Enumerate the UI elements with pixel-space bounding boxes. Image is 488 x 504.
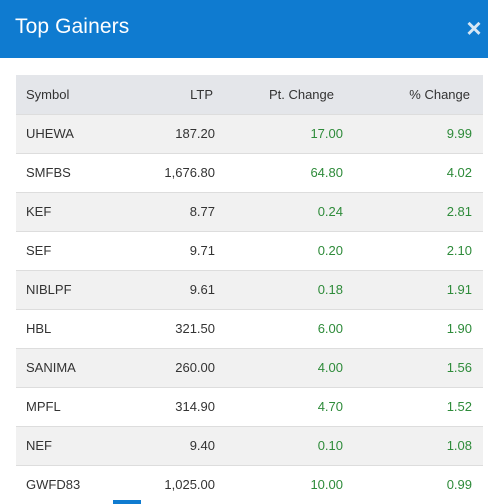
- table-row[interactable]: NIBLPF 9.61 0.18 1.91: [16, 270, 483, 309]
- column-header-pct-change[interactable]: % Change: [409, 86, 470, 102]
- cell-symbol[interactable]: NEF: [26, 438, 52, 453]
- table-row[interactable]: NEF 9.40 0.10 1.08: [16, 426, 483, 465]
- table-row[interactable]: SEF 9.71 0.20 2.10: [16, 231, 483, 270]
- cell-pct-change: 9.99: [446, 126, 472, 141]
- cell-pt-change: 4.70: [317, 399, 343, 414]
- cell-symbol[interactable]: UHEWA: [26, 126, 74, 141]
- table-row[interactable]: HBL 321.50 6.00 1.90: [16, 309, 483, 348]
- cell-pct-change: 1.08: [446, 438, 472, 453]
- cell-pt-change: 17.00: [310, 126, 343, 141]
- cell-pt-change: 0.20: [317, 243, 343, 258]
- cell-pt-change: 0.24: [317, 204, 343, 219]
- cell-symbol[interactable]: HBL: [26, 321, 52, 336]
- cell-pct-change: 2.81: [446, 204, 472, 219]
- cell-ltp: 260.00: [175, 360, 215, 375]
- column-header-ltp[interactable]: LTP: [190, 86, 213, 102]
- modal-title: Top Gainers: [15, 15, 130, 38]
- table-row[interactable]: KEF 8.77 0.24 2.81: [16, 192, 483, 231]
- table-row[interactable]: UHEWA 187.20 17.00 9.99: [16, 114, 483, 153]
- cell-pct-change: 2.10: [446, 243, 472, 258]
- scroll-indicator: [113, 500, 141, 504]
- cell-pct-change: 1.52: [446, 399, 472, 414]
- table-header-row: Symbol LTP Pt. Change % Change: [16, 75, 483, 114]
- cell-symbol[interactable]: SMFBS: [26, 165, 71, 180]
- cell-symbol[interactable]: KEF: [26, 204, 52, 219]
- cell-pct-change: 1.56: [446, 360, 472, 375]
- table-row[interactable]: MPFL 314.90 4.70 1.52: [16, 387, 483, 426]
- cell-pt-change: 0.18: [317, 282, 343, 297]
- table-row[interactable]: SMFBS 1,676.80 64.80 4.02: [16, 153, 483, 192]
- cell-symbol[interactable]: SANIMA: [26, 360, 76, 375]
- cell-pt-change: 0.10: [317, 438, 343, 453]
- cell-symbol[interactable]: GWFD83: [26, 477, 81, 493]
- modal-header: Top Gainers ×: [0, 0, 488, 58]
- cell-ltp: 8.77: [189, 204, 215, 219]
- cell-ltp: 1,676.80: [164, 165, 215, 180]
- table-row[interactable]: SANIMA 260.00 4.00 1.56: [16, 348, 483, 387]
- cell-ltp: 9.61: [189, 282, 215, 297]
- cell-pct-change: 0.99: [446, 477, 472, 493]
- column-header-pt-change[interactable]: Pt. Change: [268, 86, 334, 102]
- cell-ltp: 9.71: [189, 243, 215, 258]
- cell-pt-change: 4.00: [317, 360, 343, 375]
- cell-pt-change: 10.00: [310, 477, 343, 493]
- top-gainers-table-container: Symbol LTP Pt. Change % Change UHEWA 187.…: [16, 75, 483, 504]
- cell-pct-change: 4.02: [446, 165, 472, 180]
- cell-symbol[interactable]: SEF: [26, 243, 52, 258]
- cell-ltp: 9.40: [189, 438, 215, 453]
- cell-pct-change: 1.90: [446, 321, 472, 336]
- cell-pct-change: 1.91: [446, 282, 472, 297]
- cell-symbol[interactable]: NIBLPF: [26, 282, 72, 297]
- cell-pt-change: 64.80: [310, 165, 343, 180]
- column-header-symbol[interactable]: Symbol: [26, 86, 70, 102]
- top-gainers-table: Symbol LTP Pt. Change % Change UHEWA 187.…: [16, 75, 483, 504]
- cell-symbol[interactable]: MPFL: [26, 399, 61, 414]
- table-row[interactable]: GWFD83 1,025.00 10.00 0.99: [16, 465, 483, 504]
- table-body: UHEWA 187.20 17.00 9.99 SMFBS 1,676.80 64.80 4.…: [16, 114, 483, 504]
- cell-ltp: 1,025.00: [164, 477, 215, 493]
- cell-ltp: 314.90: [175, 399, 215, 414]
- cell-ltp: 187.20: [175, 126, 215, 141]
- cell-ltp: 321.50: [175, 321, 215, 336]
- close-icon[interactable]: ×: [466, 13, 482, 43]
- cell-pt-change: 6.00: [317, 321, 343, 336]
